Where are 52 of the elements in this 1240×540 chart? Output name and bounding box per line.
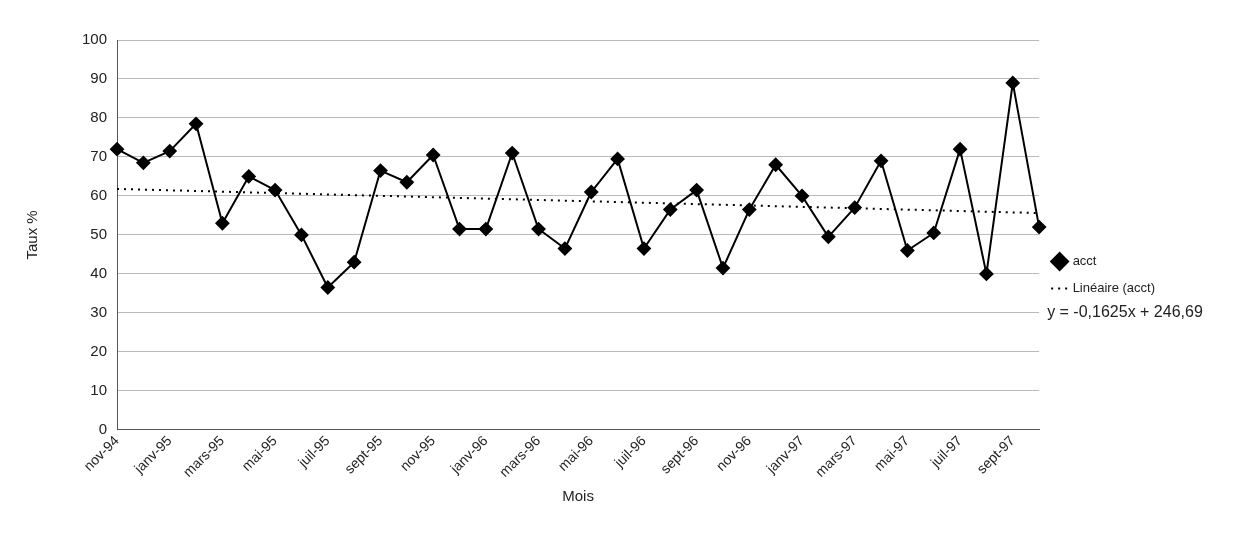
point	[241, 169, 256, 184]
point	[162, 144, 177, 159]
y-tick-label: 100	[82, 30, 108, 48]
text: y = -0,1625x + 246,69	[1047, 303, 1203, 321]
point	[953, 142, 968, 157]
y-tick-label: 40	[90, 264, 108, 282]
point	[347, 255, 362, 270]
point	[399, 175, 414, 190]
point	[478, 222, 493, 237]
point	[636, 241, 651, 256]
point	[294, 227, 309, 242]
point	[1032, 220, 1047, 235]
y-tick-label: 10	[90, 380, 108, 398]
y-tick-label: 70	[90, 147, 108, 165]
point	[900, 243, 915, 258]
point	[584, 185, 599, 200]
point	[505, 146, 520, 161]
point	[136, 155, 151, 170]
y-tick-label: 30	[90, 303, 108, 321]
point	[795, 188, 810, 203]
y-tick-label: 90	[90, 69, 108, 87]
legend-label: Linéaire (acct)	[1072, 280, 1156, 296]
point	[1005, 75, 1020, 90]
point	[689, 183, 704, 198]
point	[320, 280, 335, 295]
point	[452, 222, 467, 237]
y-tick-label: 0	[98, 419, 108, 437]
point	[189, 116, 204, 131]
point	[715, 261, 730, 276]
point	[847, 200, 862, 215]
y-tick-label: 60	[90, 186, 108, 204]
point	[742, 202, 757, 217]
point	[663, 202, 678, 217]
y-tick-label: 20	[90, 341, 108, 359]
point	[426, 148, 441, 162]
point	[268, 183, 283, 198]
point	[768, 157, 783, 172]
y-tick-label: 80	[90, 108, 108, 126]
y-axis-title: Taux %	[23, 210, 41, 260]
point	[610, 151, 625, 166]
point	[215, 216, 230, 231]
point	[874, 153, 889, 168]
x-axis-title: Mois	[562, 487, 594, 505]
point	[926, 225, 941, 240]
point	[110, 142, 125, 157]
point	[557, 241, 572, 256]
legend-label: acct	[1072, 253, 1097, 269]
point	[531, 222, 546, 237]
point	[821, 229, 836, 244]
point	[979, 266, 994, 281]
point	[373, 163, 388, 178]
y-tick-label: 50	[90, 225, 108, 243]
